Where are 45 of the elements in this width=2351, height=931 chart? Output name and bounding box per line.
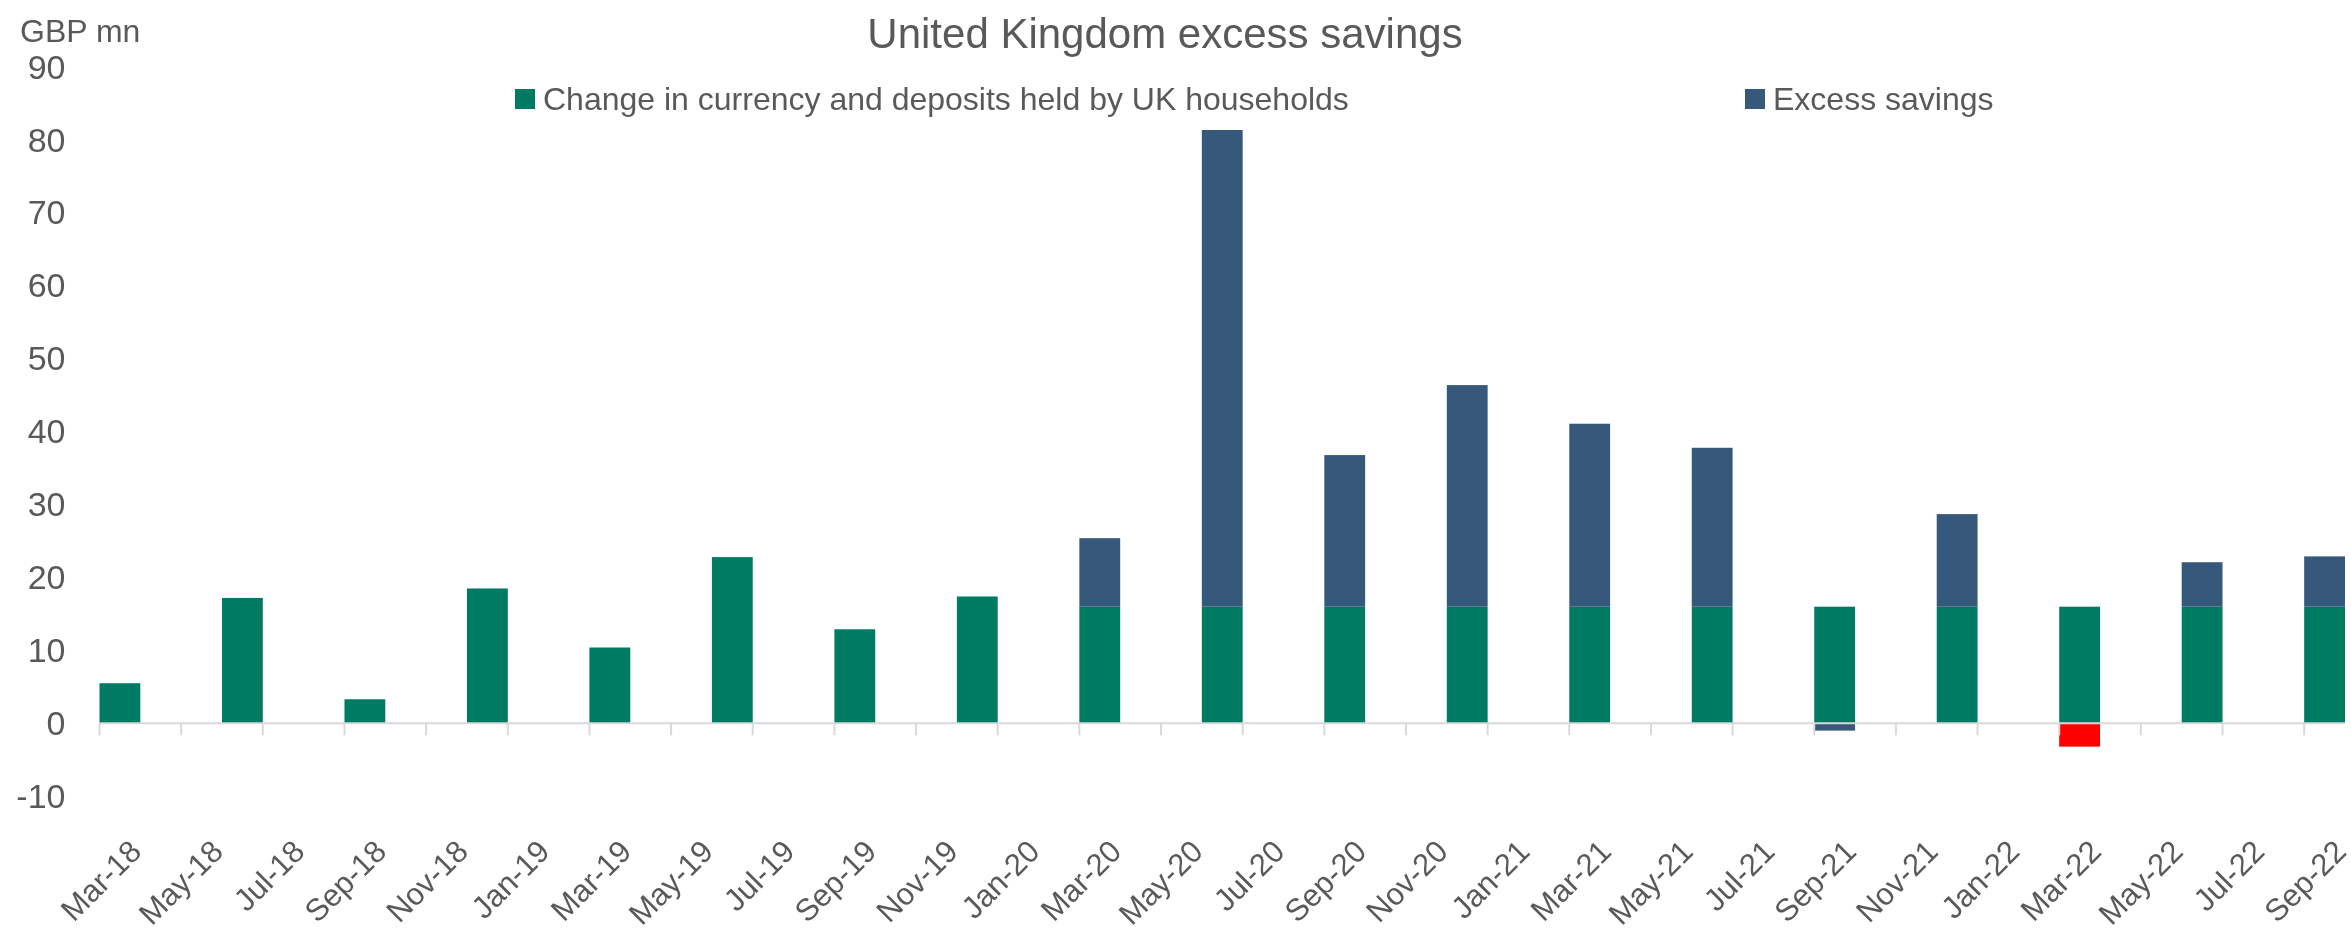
y-tick-label: 70: [27, 193, 66, 232]
bar: [1691, 447, 1733, 607]
bar: [711, 557, 753, 724]
bar: [1936, 514, 1978, 607]
bar: [1201, 606, 1243, 724]
bar: [2304, 606, 2345, 724]
bar: [1079, 538, 1121, 607]
bar: [834, 629, 876, 724]
bar: [1814, 606, 1856, 724]
bar: [1201, 129, 1243, 607]
bar: [1569, 606, 1611, 724]
bar: [99, 683, 141, 724]
y-tick-label: 0: [46, 703, 66, 742]
bar: [1079, 606, 1121, 724]
bar: [1936, 606, 1978, 724]
y-tick-label: 50: [27, 339, 66, 378]
bar: [2059, 723, 2101, 747]
legend-label: Excess savings: [1773, 81, 1994, 118]
bar: [1324, 606, 1366, 724]
bar: [2181, 606, 2223, 724]
y-tick-label: 60: [27, 266, 66, 305]
legend-label: Change in currency and deposits held by UK households: [543, 81, 1349, 118]
y-tick-label: 40: [27, 412, 66, 451]
bar: [589, 647, 631, 724]
y-tick-label: 20: [27, 557, 66, 596]
bar: [1324, 455, 1366, 607]
bar: [2059, 606, 2101, 724]
bar: [1446, 385, 1488, 607]
bar: [1446, 606, 1488, 724]
y-tick-label: -10: [16, 776, 66, 815]
y-tick-label: 80: [27, 120, 66, 159]
y-tick-label: 30: [27, 485, 66, 524]
bar: [2181, 562, 2223, 607]
bar: [956, 596, 998, 724]
chart-title: United Kingdom excess savings: [867, 10, 1463, 57]
bar: [1569, 423, 1611, 607]
bar: [344, 699, 386, 724]
bar: [466, 588, 508, 724]
bar: [1814, 723, 1856, 731]
y-tick-label: 90: [27, 47, 66, 86]
bar: [221, 597, 263, 724]
bar: [2304, 556, 2345, 607]
y-tick-label: 10: [27, 630, 66, 669]
y-axis-title: GBP mn: [20, 13, 141, 49]
bar: [1691, 606, 1733, 724]
